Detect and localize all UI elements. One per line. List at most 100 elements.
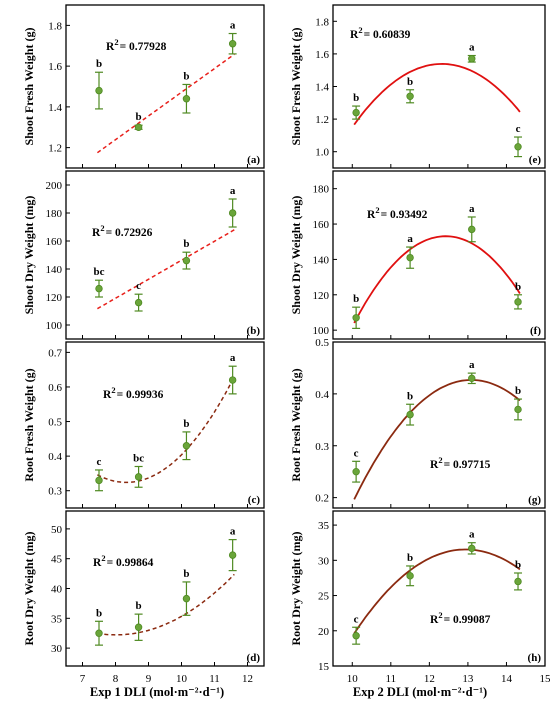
data-point <box>182 594 191 603</box>
data-point <box>468 374 476 383</box>
significance-letter: b <box>183 568 189 580</box>
x-tick-label: 9 <box>146 673 152 685</box>
significance-letter: a <box>230 185 236 197</box>
panel-a: 1.2 1.4 1.6 1.8 Shoot Fresh Weight (g) b b b a R2… <box>22 4 265 169</box>
x-tick-label: 7 <box>80 673 86 685</box>
r-squared-annotation: R2= 0.97715 <box>430 455 491 471</box>
data-point <box>352 108 360 117</box>
y-tick-label: 0.6 <box>48 382 62 394</box>
x-tick-label: 12 <box>424 673 435 685</box>
plot-frame <box>65 170 265 340</box>
x-tick-label: 11 <box>386 673 397 685</box>
r-squared-annotation: R2= 0.60839 <box>350 25 411 41</box>
y-tick-label: 1.2 <box>48 143 62 155</box>
y-axis-label: Root Fresh Weight (g) <box>22 368 36 481</box>
y-tick-label: 1.8 <box>315 16 329 28</box>
significance-letter: a <box>469 203 475 215</box>
x-tick-label: 12 <box>242 673 253 685</box>
y-tick-label: 1.0 <box>315 147 329 159</box>
y-axis-label: Root Fresh Weight (g) <box>289 368 303 481</box>
y-tick-label: 120 <box>313 290 330 302</box>
panel-label: (g) <box>528 494 541 506</box>
fit-curve <box>97 229 235 310</box>
data-point <box>134 623 143 631</box>
significance-letter: b <box>515 385 521 397</box>
fit-curve <box>353 235 521 324</box>
data-point <box>95 284 103 293</box>
y-tick-label: 160 <box>313 219 330 231</box>
significance-letter: c <box>516 123 521 135</box>
x-tick-label: 11 <box>209 673 220 685</box>
y-tick-label: 1.8 <box>48 20 62 32</box>
panel-f: 100 120 140 160 180 Shoot Dry Weight (mg) b a a b… <box>289 170 546 340</box>
data-point <box>182 95 191 103</box>
y-tick-label: 1.6 <box>48 61 62 73</box>
data-point <box>95 476 103 485</box>
data-point <box>352 632 360 640</box>
y-tick-label: 0.3 <box>48 486 62 498</box>
data-point <box>514 405 522 414</box>
significance-letter: b <box>136 600 142 612</box>
panel-label: (d) <box>247 652 261 664</box>
y-axis-label: Shoot Dry Weight (mg) <box>289 196 303 315</box>
significance-letter: b <box>407 390 413 402</box>
y-tick-label: 0.4 <box>48 451 62 463</box>
data-point <box>182 442 191 450</box>
data-point <box>95 86 103 95</box>
data-point <box>514 298 522 306</box>
data-point <box>468 225 476 234</box>
y-tick-label: 0.3 <box>315 441 329 453</box>
data-point <box>468 544 476 553</box>
significance-letter: a <box>469 359 475 371</box>
plot-frame <box>332 170 546 340</box>
x-tick-label: 10 <box>347 673 359 685</box>
panel-label: (b) <box>247 325 261 337</box>
panel-e: 1.0 1.2 1.4 1.6 1.8 Shoot Fresh Weight (g) b b a… <box>289 4 546 169</box>
y-tick-label: 0.4 <box>315 389 329 401</box>
data-point <box>406 92 414 100</box>
y-tick-label: 140 <box>313 254 330 266</box>
significance-letter: c <box>136 280 141 292</box>
data-point <box>228 209 237 217</box>
panel-label: (c) <box>248 494 261 506</box>
fit-curve <box>97 573 235 636</box>
data-point <box>228 40 237 48</box>
y-tick-label: 35 <box>51 613 63 625</box>
y-tick-label: 15 <box>318 661 330 673</box>
y-tick-label: 1.4 <box>315 82 329 94</box>
significance-letter: b <box>183 238 189 250</box>
fit-curve <box>353 379 521 500</box>
y-tick-label: 120 <box>46 292 63 304</box>
significance-letter: b <box>515 281 521 293</box>
r-squared-annotation: R2= 0.99936 <box>103 385 164 401</box>
significance-letter: b <box>407 76 413 88</box>
data-point <box>352 314 360 322</box>
y-tick-label: 160 <box>46 236 63 248</box>
y-tick-label: 50 <box>51 524 63 536</box>
y-tick-label: 140 <box>46 264 63 276</box>
data-point <box>182 256 191 265</box>
panel-label: (a) <box>247 154 260 166</box>
significance-letter: a <box>469 42 475 54</box>
panel-d: 30 35 40 45 50 Root Dry Weight (mg) 7 8 9 10 11 12 b… <box>22 510 265 685</box>
significance-letter: b <box>515 559 521 571</box>
y-tick-label: 100 <box>313 325 330 337</box>
r-squared-annotation: R2= 0.99087 <box>430 610 491 626</box>
significance-letter: b <box>96 58 102 70</box>
y-axis-label: Root Dry Weight (mg) <box>289 531 303 645</box>
panel-b: 100 120 140 160 180 200 Shoot Dry Weight (mg) b… <box>22 170 265 340</box>
x-tick-label: 8 <box>113 673 119 685</box>
data-point <box>228 376 237 384</box>
significance-letter: b <box>136 111 142 123</box>
panel-g: 0.2 0.3 0.4 0.5 Root Fresh Weight (g) c b a b R2=… <box>289 337 546 509</box>
x-tick-label: 14 <box>501 673 513 685</box>
plot-frame <box>65 4 265 169</box>
significance-letter: b <box>183 418 189 430</box>
significance-letter: a <box>230 352 236 364</box>
significance-letter: b <box>353 293 359 305</box>
significance-letter: c <box>97 456 102 468</box>
significance-letter: b <box>96 607 102 619</box>
r-squared-annotation: R2= 0.77928 <box>106 37 167 53</box>
r-squared-annotation: R2= 0.72926 <box>92 223 153 239</box>
significance-letter: c <box>354 447 359 459</box>
